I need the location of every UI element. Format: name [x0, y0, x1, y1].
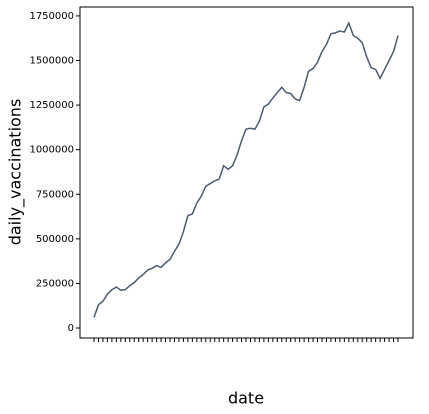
y-tick-label: 1250000 [29, 100, 74, 111]
y-tick-label: 0 [68, 323, 74, 334]
y-tick-label: 1750000 [29, 11, 74, 22]
x-axis-label: date [228, 389, 264, 408]
y-tick-label: 1500000 [29, 56, 74, 67]
y-tick-label: 250000 [36, 278, 74, 289]
data-line [93, 21, 399, 318]
y-axis-label: daily_vaccinations [6, 99, 26, 246]
y-tick-label: 500000 [36, 234, 74, 245]
y-tick-label: 750000 [36, 189, 74, 200]
y-tick-label: 1000000 [29, 145, 74, 156]
